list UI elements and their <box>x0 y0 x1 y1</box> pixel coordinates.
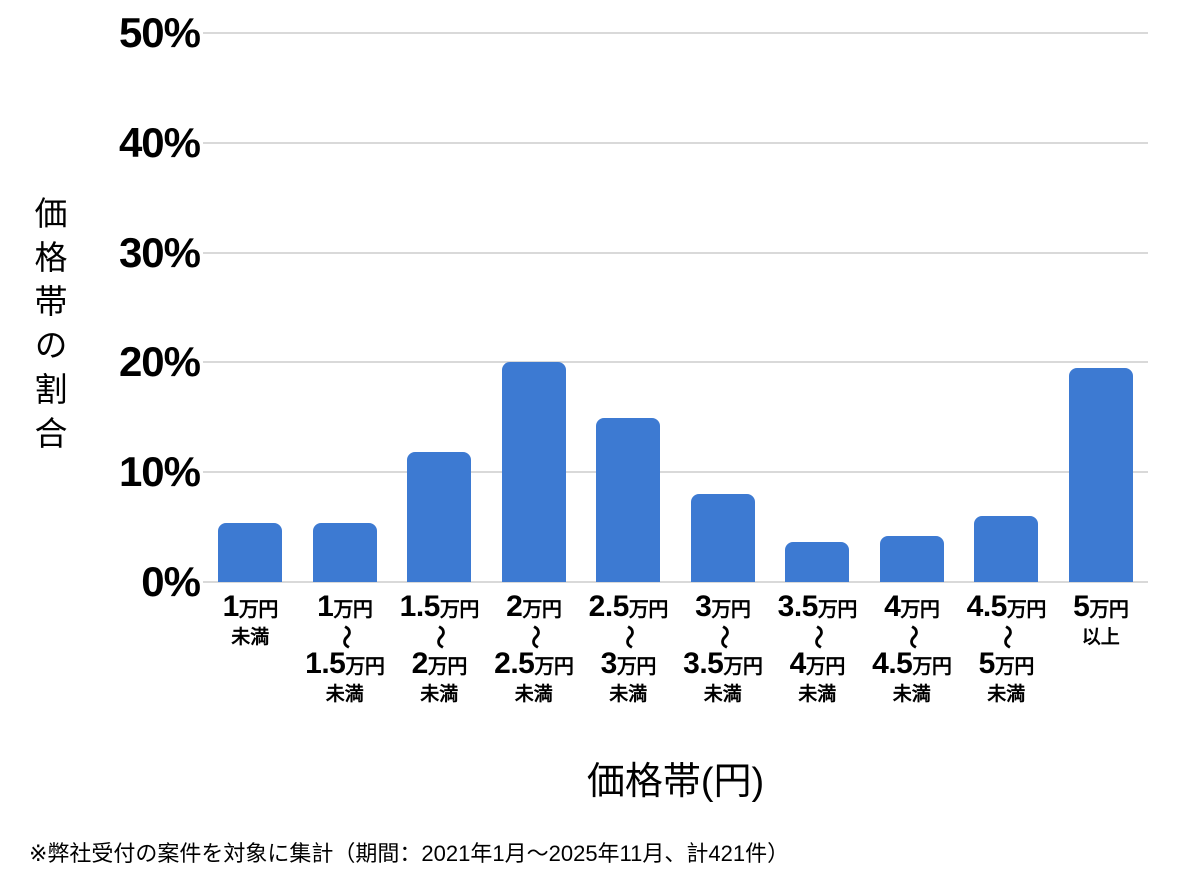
y-axis-title: 価格帯の割合 <box>30 196 67 460</box>
x-tick-range-value: 4.5万円 <box>966 590 1047 623</box>
bar <box>785 542 850 582</box>
range-tilde: 〜 <box>615 625 643 649</box>
x-tick-range-value: 1.5万円 <box>305 647 385 680</box>
y-tick-label: 40% <box>118 118 201 166</box>
x-tick-note: 以上 <box>1081 627 1120 648</box>
y-tick-label: 20% <box>118 338 201 386</box>
x-tick-range-value: 2.5万円 <box>494 647 574 680</box>
x-tick-label: 4万円〜 4.5万円未満 <box>865 592 960 707</box>
y-tick-label: 50% <box>118 9 201 56</box>
x-tick-label: 2万円〜 2.5万円未満 <box>487 592 582 707</box>
x-tick-note: 未満 <box>798 684 837 705</box>
x-tick-note: 未満 <box>514 684 553 705</box>
range-tilde: 〜 <box>898 625 926 649</box>
bar <box>596 418 661 582</box>
range-tilde: 〜 <box>993 625 1021 649</box>
gridline <box>203 581 1148 583</box>
x-tick-range-value: 2万円 <box>411 647 468 680</box>
x-tick-note: 未満 <box>703 684 742 705</box>
x-tick-note: 未満 <box>892 684 931 705</box>
gridline <box>203 141 1148 144</box>
x-tick-range-value: 2.5万円 <box>588 590 669 623</box>
gridline <box>203 32 1148 34</box>
x-tick-range-value: 2万円 <box>506 590 562 623</box>
x-tick-range-value: 3万円 <box>600 647 657 680</box>
x-tick-note: 未満 <box>325 684 364 705</box>
range-tilde: 〜 <box>709 625 737 649</box>
x-tick-label: 1万円未満 <box>203 592 298 707</box>
range-tilde: 〜 <box>331 625 359 649</box>
x-tick-note: 未満 <box>420 684 459 705</box>
gridline <box>203 251 1148 254</box>
x-tick-label: 4.5万円〜 5万円未満 <box>959 592 1054 707</box>
range-tilde: 〜 <box>804 625 832 649</box>
bar <box>1068 367 1133 582</box>
x-tick-label: 3.5万円〜 4万円未満 <box>770 592 865 707</box>
x-tick-range-value: 1.5万円 <box>399 590 480 623</box>
bar <box>312 522 377 582</box>
x-tick-note: 未満 <box>231 627 270 648</box>
plot-area <box>203 32 1148 583</box>
x-tick-range-value: 4万円 <box>789 647 846 680</box>
y-tick-label: 30% <box>118 228 201 276</box>
x-tick-label: 5万円以上 <box>1054 592 1149 707</box>
bar <box>501 362 566 582</box>
x-tick-range-value: 1万円 <box>222 590 279 623</box>
bar <box>690 494 755 582</box>
x-tick-label: 3万円〜 3.5万円未満 <box>676 592 771 707</box>
y-tick-label: 10% <box>118 448 201 496</box>
x-axis-labels: 1万円 未満 1万円〜 1.5万円 未満 1.5万円〜 2万円 未満 2万円〜 2.5万円 未満 2.… <box>203 592 1148 707</box>
bar <box>879 535 944 582</box>
x-tick-range-value: 5万円 <box>1073 590 1129 623</box>
x-tick-range-value: 1万円 <box>317 590 373 623</box>
x-tick-note: 未満 <box>609 684 648 705</box>
gridline <box>203 471 1148 474</box>
y-tick-label: 0% <box>141 558 201 605</box>
range-tilde: 〜 <box>520 625 548 649</box>
x-tick-label: 2.5万円〜 3万円未満 <box>581 592 676 707</box>
x-tick-range-value: 3.5万円 <box>777 590 858 623</box>
bar <box>974 516 1039 582</box>
x-tick-range-value: 4万円 <box>884 590 940 623</box>
x-tick-range-value: 3万円 <box>695 590 751 623</box>
x-axis-title: 価格帯(円) <box>586 761 765 803</box>
x-tick-label: 1万円〜 1.5万円未満 <box>298 592 393 707</box>
x-tick-range-value: 4.5万円 <box>872 647 952 680</box>
x-tick-range-value: 5万円 <box>978 647 1035 680</box>
x-tick-note: 未満 <box>987 684 1026 705</box>
gridline <box>203 361 1148 364</box>
bar <box>407 452 472 582</box>
range-tilde: 〜 <box>426 625 454 649</box>
bar <box>218 522 283 582</box>
footnote: ※弊社受付の案件を対象に集計（期間：2021年1月〜2025年11月、計421件… <box>29 841 790 866</box>
x-tick-range-value: 3.5万円 <box>683 647 763 680</box>
x-tick-label: 1.5万円〜 2万円未満 <box>392 592 487 707</box>
